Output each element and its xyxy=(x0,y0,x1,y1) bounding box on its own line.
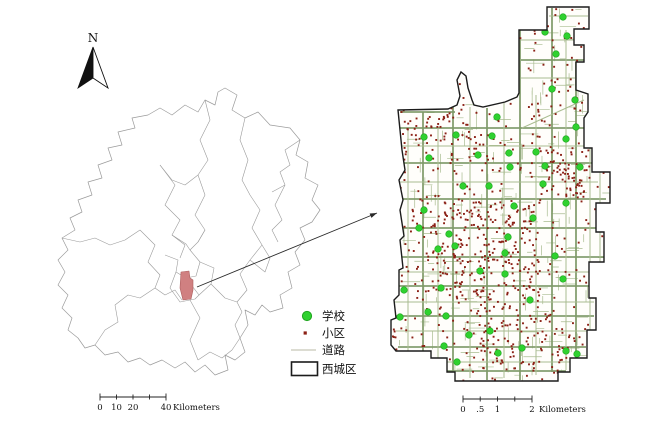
right-scale-tick-0: 0 xyxy=(460,405,465,415)
legend-road-label: 道路 xyxy=(322,343,345,357)
zoom-connector-arrow xyxy=(196,212,378,288)
xicheng-detail-map xyxy=(390,6,611,382)
minor-roads xyxy=(399,8,610,381)
right-scalebar: 0 .5 1 2 Kilometers xyxy=(460,395,586,415)
north-arrow-left-half xyxy=(77,46,94,90)
community-dots xyxy=(391,8,610,381)
right-scale-tick-1: 1 xyxy=(495,405,500,415)
connector-arrowhead-icon xyxy=(369,213,377,218)
legend-item-community: 小区 xyxy=(303,326,345,340)
left-scale-tick-40: 40 xyxy=(161,403,172,413)
left-scale-tick-10: 10 xyxy=(111,403,122,413)
xicheng-fill xyxy=(391,7,610,381)
school-legend-icon xyxy=(301,310,313,322)
right-scale-unit: Kilometers xyxy=(539,405,586,415)
legend-item-district: 西城区 xyxy=(290,361,357,377)
school-dots xyxy=(396,13,584,366)
legend-community-label: 小区 xyxy=(322,326,345,340)
district-legend-icon xyxy=(290,361,319,377)
north-arrow-right-half xyxy=(92,46,109,90)
xicheng-highlight xyxy=(179,270,194,301)
legend-school-label: 学校 xyxy=(322,309,345,323)
right-scale-tick-05: .5 xyxy=(476,405,484,415)
left-scale-tick-0: 0 xyxy=(97,403,102,413)
right-scale-tick-2: 2 xyxy=(529,405,534,415)
community-legend-icon xyxy=(303,331,307,335)
north-arrow: N xyxy=(77,31,109,90)
north-label: N xyxy=(88,31,99,45)
beijing-outline xyxy=(57,87,321,376)
beijing-overview-map xyxy=(57,87,321,376)
beijing-district-borders xyxy=(61,99,301,361)
legend-district-label: 西城区 xyxy=(322,362,357,376)
left-scale-tick-20: 20 xyxy=(128,403,139,413)
connector-line xyxy=(196,212,378,288)
left-scalebar: 0 10 20 40 Kilometers xyxy=(97,393,220,413)
xicheng-boundary xyxy=(390,6,611,382)
legend-item-school: 学校 xyxy=(301,309,345,323)
legend: 学校 小区 道路 西城区 xyxy=(290,309,357,377)
legend-item-road: 道路 xyxy=(291,343,345,357)
left-scale-unit: Kilometers xyxy=(173,403,220,413)
